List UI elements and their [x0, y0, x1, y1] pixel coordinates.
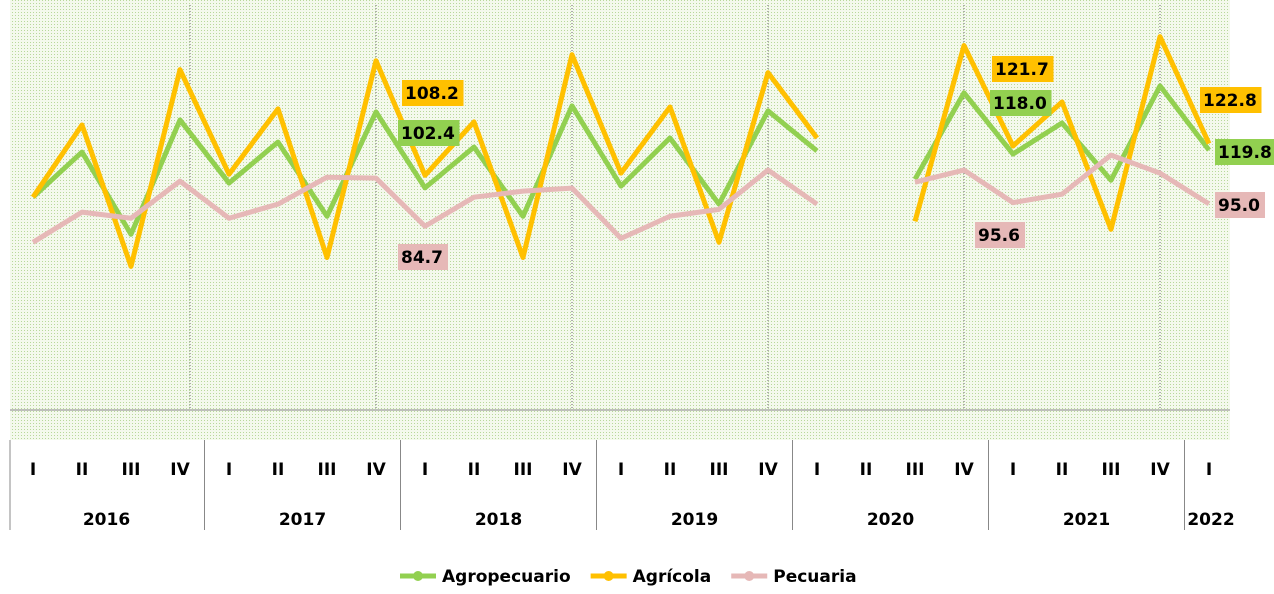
legend-marker: [603, 571, 614, 581]
quarter-label: I: [814, 460, 820, 480]
quarter-label: IV: [954, 460, 974, 480]
data-label: 84.7: [401, 248, 443, 268]
year-label: 2017: [279, 510, 326, 530]
quarter-label: II: [272, 460, 285, 480]
quarter-label: I: [422, 460, 428, 480]
quarter-label: II: [468, 460, 481, 480]
series-line: [31, 83, 1211, 237]
quarter-label: III: [514, 460, 533, 480]
data-label: 122.8: [1203, 91, 1257, 111]
quarter-label: IV: [562, 460, 582, 480]
quarter-label: III: [1102, 460, 1121, 480]
series-line: [30, 34, 1212, 269]
legend-marker: [744, 571, 755, 581]
data-label: 95.0: [1218, 196, 1260, 216]
year-label: 2022: [1187, 510, 1234, 530]
year-label: 2020: [867, 510, 914, 530]
data-label-bg: [398, 120, 460, 146]
quarter-label: II: [860, 460, 873, 480]
quarter-label: I: [30, 460, 36, 480]
legend-label: Pecuaria: [773, 567, 856, 587]
quarter-label: I: [618, 460, 624, 480]
series-line: [31, 152, 1211, 245]
data-label-bg: [975, 222, 1025, 248]
data-label: 95.6: [978, 226, 1020, 246]
quarter-label: II: [664, 460, 677, 480]
quarter-label: III: [318, 460, 337, 480]
data-label: 118.0: [993, 94, 1047, 114]
quarter-label: I: [1010, 460, 1016, 480]
quarter-label: I: [1206, 460, 1212, 480]
quarter-label: II: [1056, 460, 1069, 480]
data-label-bg: [1215, 192, 1265, 218]
year-label: 2018: [475, 510, 522, 530]
data-label-bg: [990, 90, 1052, 116]
legend-marker: [413, 571, 423, 581]
quarter-label: IV: [758, 460, 778, 480]
data-label-bg: [402, 80, 464, 106]
data-label-bg: [398, 244, 448, 270]
quarter-label: III: [122, 460, 141, 480]
year-label: 2021: [1063, 510, 1110, 530]
legend-label: Agrícola: [633, 567, 712, 587]
data-label: 102.4: [401, 124, 455, 144]
year-label: 2016: [83, 510, 130, 530]
quarter-label: II: [76, 460, 89, 480]
data-label: 119.8: [1218, 143, 1272, 163]
quarter-label: IV: [1150, 460, 1170, 480]
quarter-label: I: [226, 460, 232, 480]
data-label: 108.2: [405, 84, 459, 104]
data-label-bg: [1200, 87, 1262, 113]
data-label: 121.7: [995, 60, 1049, 80]
quarter-label: IV: [366, 460, 386, 480]
legend-label: Agropecuario: [442, 567, 571, 587]
quarter-label: III: [710, 460, 729, 480]
quarter-label: IV: [170, 460, 190, 480]
data-label-bg: [992, 56, 1054, 82]
year-label: 2019: [671, 510, 718, 530]
quarter-label: III: [906, 460, 925, 480]
data-label-bg: [1215, 139, 1274, 165]
